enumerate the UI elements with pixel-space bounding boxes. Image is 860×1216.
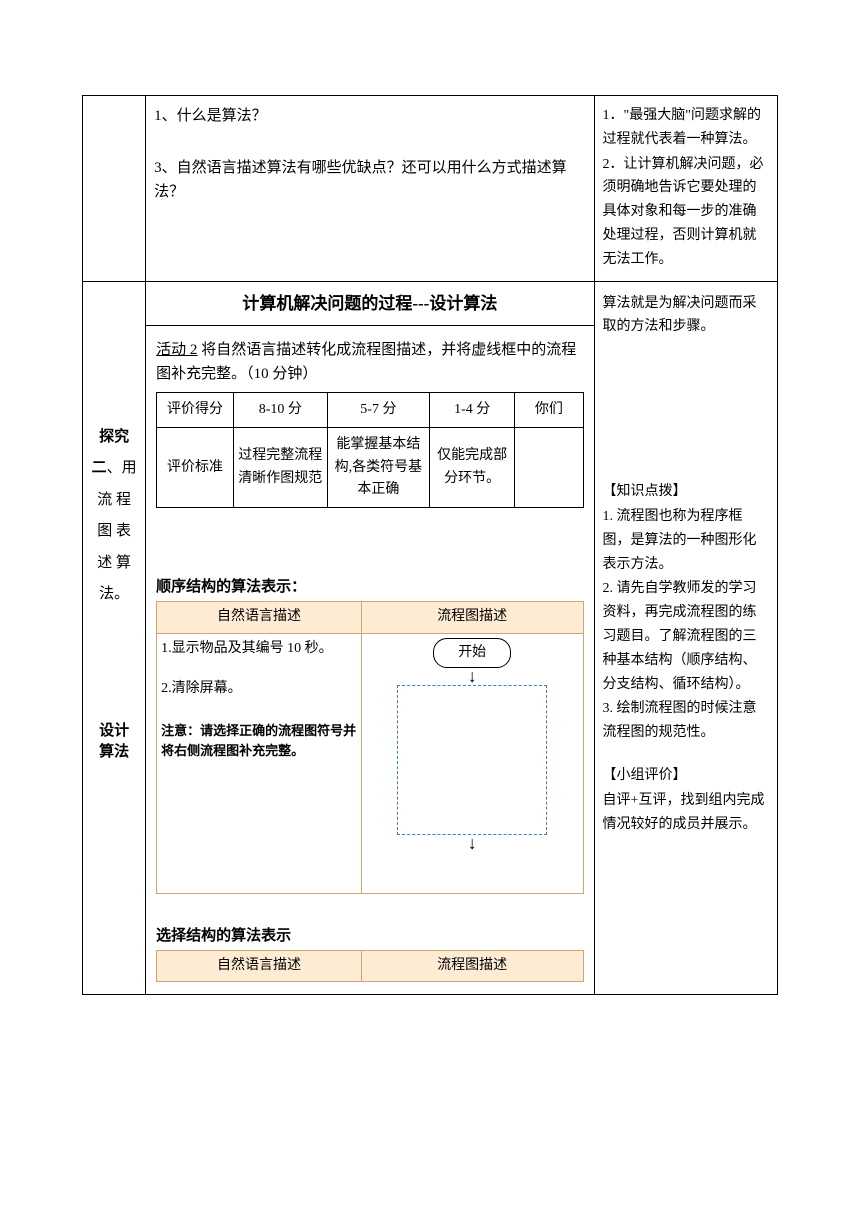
tips-title: 【知识点拨】 (603, 480, 769, 504)
seq-left: 1.显示物品及其编号 10 秒。 2.清除屏幕。 注意：请选择正确的流程图符号并… (157, 633, 362, 893)
flow-placeholder (397, 685, 547, 835)
sel-h1: 自然语言描述 (157, 950, 362, 981)
seq-h2: 流程图描述 (361, 602, 583, 633)
right-notes-main: 算法就是为解决问题而采取的方法和步骤。 【知识点拨】 1. 流程图也称为程序框图… (594, 281, 777, 995)
explore-label: 探究 (92, 422, 137, 454)
eval-r1c4: 1-4 分 (430, 392, 515, 427)
algo-definition: 算法就是为解决问题而采取的方法和步骤。 (603, 292, 769, 340)
group-text: 自评+互评，找到组内完成情况较好的成员并展示。 (603, 789, 769, 837)
design-label: 设计算法 (92, 721, 137, 763)
tip-1: 1. 流程图也称为程序框图，是算法的一种图形化表示方法。 (603, 505, 769, 576)
sel-table: 自然语言描述 流程图描述 (156, 950, 583, 982)
arrow-1-icon: ↓ (366, 670, 579, 683)
eval-r1c3: 5-7 分 (327, 392, 429, 427)
eval-r2c3: 能掌握基本结构,各类符号基本正确 (327, 428, 429, 508)
eval-r1c5: 你们 (515, 392, 583, 427)
section-title: 计算机解决问题的过程---设计算法 (146, 281, 594, 325)
seq-note: 注意：请选择正确的流程图符号并将右侧流程图补充完整。 (161, 721, 357, 763)
seq-h1: 自然语言描述 (157, 602, 362, 633)
activity-header: 活动 2 将自然语言描述转化成流程图描述，并将虚线框中的流程图补充完整。（10 … (156, 338, 583, 386)
seq-title: 顺序结构的算法表示： (156, 575, 583, 599)
lesson-table: 1、什么是算法？ 3、自然语言描述算法有哪些优缺点？还可以用什么方式描述算法？ … (82, 95, 778, 995)
seq-step2: 2.清除屏幕。 (161, 678, 357, 700)
eval-r2c2: 过程完整流程清晰作图规范 (233, 428, 327, 508)
left-label: 探究 二、用 流 程 图 表 述 算 法。 设计算法 (92, 422, 137, 763)
arrow-2-icon: ↓ (366, 837, 579, 850)
seq-flowchart: 开始 ↓ ↓ (361, 633, 583, 893)
activity-label: 活动 2 (156, 342, 197, 358)
left-label-cell: 探究 二、用 流 程 图 表 述 算 法。 设计算法 (83, 281, 146, 995)
activity-text: 将自然语言描述转化成流程图描述，并将虚线框中的流程图补充完整。（10 分钟） (156, 342, 576, 382)
row1-notes: 1．"最强大脑"问题求解的过程就代表着一种算法。 2．让计算机解决问题，必须明确… (594, 96, 777, 282)
row1-questions: 1、什么是算法？ 3、自然语言描述算法有哪些优缺点？还可以用什么方式描述算法？ (146, 96, 594, 282)
flow-start: 开始 (433, 638, 511, 668)
rest-2: 图 表 (97, 523, 131, 539)
eval-r1c1: 评价得分 (157, 392, 234, 427)
row1-left (83, 96, 146, 282)
sel-h2: 流程图描述 (361, 950, 583, 981)
sel-title: 选择结构的算法表示 (156, 924, 583, 948)
rest-1: 流 程 (97, 492, 131, 508)
rest-4: 法。 (99, 586, 129, 602)
two-label: 二、用 (92, 460, 137, 476)
eval-r2c1: 评价标准 (157, 428, 234, 508)
eval-r2c5 (515, 428, 583, 508)
eval-r1c2: 8-10 分 (233, 392, 327, 427)
question-1: 1、什么是算法？ (154, 104, 585, 128)
tip-3: 3. 绘制流程图的时候注意流程图的规范性。 (603, 697, 769, 745)
activity-cell: 活动 2 将自然语言描述转化成流程图描述，并将虚线框中的流程图补充完整。（10 … (146, 325, 594, 994)
question-3: 3、自然语言描述算法有哪些优缺点？还可以用什么方式描述算法？ (154, 156, 585, 204)
note-2: 2．让计算机解决问题，必须明确地告诉它要处理的具体对象和每一步的准确处理过程，否… (603, 153, 769, 272)
seq-step1: 1.显示物品及其编号 10 秒。 (161, 638, 357, 660)
note-1: 1．"最强大脑"问题求解的过程就代表着一种算法。 (603, 104, 769, 152)
eval-r2c4: 仅能完成部分环节。 (430, 428, 515, 508)
rest-3: 述 算 (97, 555, 131, 571)
seq-table: 自然语言描述 流程图描述 1.显示物品及其编号 10 秒。 2.清除屏幕。 注意… (156, 601, 583, 893)
tip-2: 2. 请先自学教师发的学习资料，再完成流程图的练习题目。了解流程图的三种基本结构… (603, 577, 769, 696)
eval-table: 评价得分 8-10 分 5-7 分 1-4 分 你们 评价标准 过程完整流程清晰… (156, 392, 583, 509)
group-title: 【小组评价】 (603, 764, 769, 788)
